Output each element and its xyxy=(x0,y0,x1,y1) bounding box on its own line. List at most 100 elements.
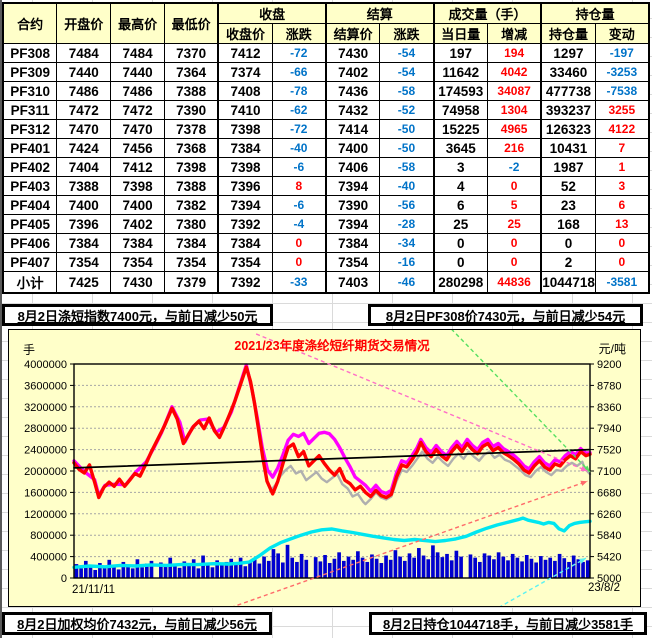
cell-chg[interactable]: 0 xyxy=(271,233,327,253)
cell-price[interactable]: 7374 xyxy=(217,62,273,82)
cell-price[interactable]: 7384 xyxy=(324,233,381,253)
cell-chg[interactable]: 3255 xyxy=(594,100,650,120)
cell-vol[interactable]: 174593 xyxy=(432,81,488,101)
cell-price[interactable]: 7403 xyxy=(324,271,381,294)
group-header-settle[interactable]: 结算 xyxy=(324,2,435,24)
cell-price[interactable]: 7430 xyxy=(324,43,381,63)
cell-price[interactable]: 7396 xyxy=(217,176,273,196)
cell-contract[interactable]: 小计 xyxy=(2,271,58,294)
cell-vol[interactable]: 25 xyxy=(432,214,488,234)
cell-price[interactable]: 7384 xyxy=(56,233,112,253)
cell-price[interactable]: 7440 xyxy=(110,62,165,82)
cell-price[interactable]: 7400 xyxy=(110,195,165,215)
cell-price[interactable]: 7398 xyxy=(110,176,165,196)
cell-chg[interactable]: -197 xyxy=(594,43,650,63)
cell-chg[interactable]: 4122 xyxy=(594,119,650,139)
cell-price[interactable]: 7379 xyxy=(163,271,219,294)
cell-price[interactable]: 7384 xyxy=(163,233,219,253)
cell-price[interactable]: 7398 xyxy=(217,157,273,177)
cell-chg[interactable]: -58 xyxy=(379,157,435,177)
cell-price[interactable]: 7398 xyxy=(163,157,219,177)
cell-chg[interactable]: 0 xyxy=(594,233,650,253)
cell-price[interactable]: 7354 xyxy=(217,252,273,272)
cell-chg[interactable]: -40 xyxy=(379,176,435,196)
cell-contract[interactable]: PF312 xyxy=(2,119,58,139)
cell-price[interactable]: 7472 xyxy=(110,100,165,120)
cell-price[interactable]: 7370 xyxy=(163,43,219,63)
cell-contract[interactable]: PF401 xyxy=(2,138,58,158)
cell-price[interactable]: 7400 xyxy=(56,195,112,215)
cell-chg[interactable]: -3581 xyxy=(594,271,650,294)
cell-chg[interactable]: -7538 xyxy=(594,81,650,101)
cell-price[interactable]: 7472 xyxy=(56,100,112,120)
cell-contract[interactable]: PF311 xyxy=(2,100,58,120)
cell-vol[interactable]: 3645 xyxy=(432,138,488,158)
cell-price[interactable]: 7392 xyxy=(217,214,273,234)
cell-contract[interactable]: PF404 xyxy=(2,195,58,215)
cell-chg[interactable]: -2 xyxy=(486,157,542,177)
cell-price[interactable]: 7378 xyxy=(163,119,219,139)
cell-price[interactable]: 7388 xyxy=(163,81,219,101)
cell-contract[interactable]: PF405 xyxy=(2,214,58,234)
cell-price[interactable]: 7394 xyxy=(217,195,273,215)
cell-price[interactable]: 7414 xyxy=(324,119,381,139)
cell-chg[interactable]: 0 xyxy=(486,233,542,253)
col-header-settle[interactable]: 结算价 xyxy=(324,23,381,44)
cell-chg[interactable]: -52 xyxy=(379,100,435,120)
cell-chg[interactable]: -58 xyxy=(379,81,435,101)
cell-vol[interactable]: 15225 xyxy=(432,119,488,139)
cell-price[interactable]: 7432 xyxy=(324,100,381,120)
cell-price[interactable]: 7354 xyxy=(110,252,165,272)
col-header-close[interactable]: 收盘价 xyxy=(217,23,273,44)
cell-chg[interactable]: -3253 xyxy=(594,62,650,82)
cell-price[interactable]: 7412 xyxy=(110,157,165,177)
cell-price[interactable]: 7470 xyxy=(110,119,165,139)
cell-price[interactable]: 7402 xyxy=(110,214,165,234)
cell-price[interactable]: 7404 xyxy=(56,157,112,177)
cell-chg[interactable]: -66 xyxy=(271,62,327,82)
col-header-oi-chg[interactable]: 变动 xyxy=(594,23,650,44)
cell-chg[interactable]: -54 xyxy=(379,62,435,82)
cell-chg[interactable]: 216 xyxy=(486,138,542,158)
cell-vol[interactable]: 74958 xyxy=(432,100,488,120)
cell-chg[interactable]: -33 xyxy=(271,271,327,294)
cell-price[interactable]: 7384 xyxy=(110,233,165,253)
group-header-volume[interactable]: 成交量（手） xyxy=(432,2,542,24)
cell-price[interactable]: 7354 xyxy=(163,252,219,272)
cell-price[interactable]: 7354 xyxy=(324,252,381,272)
cell-chg[interactable]: 7 xyxy=(594,138,650,158)
cell-chg[interactable]: -40 xyxy=(271,138,327,158)
cell-chg[interactable]: 44836 xyxy=(486,271,542,294)
cell-chg[interactable]: 0 xyxy=(486,176,542,196)
cell-price[interactable]: 7382 xyxy=(163,195,219,215)
cell-price[interactable]: 7412 xyxy=(217,43,273,63)
cell-price[interactable]: 7380 xyxy=(163,214,219,234)
cell-chg[interactable]: 5 xyxy=(486,195,542,215)
cell-chg[interactable]: 3 xyxy=(594,176,650,196)
cell-price[interactable]: 7424 xyxy=(56,138,112,158)
cell-vol[interactable]: 0 xyxy=(432,233,488,253)
cell-chg[interactable]: -4 xyxy=(271,214,327,234)
cell-price[interactable]: 7440 xyxy=(56,62,112,82)
col-header-settle-chg[interactable]: 涨跌 xyxy=(379,23,435,44)
cell-price[interactable]: 7486 xyxy=(56,81,112,101)
cell-chg[interactable]: 8 xyxy=(271,176,327,196)
cell-price[interactable]: 7368 xyxy=(163,138,219,158)
cell-price[interactable]: 7484 xyxy=(56,43,112,63)
cell-vol[interactable]: 2 xyxy=(540,252,596,272)
cell-chg[interactable]: 13 xyxy=(594,214,650,234)
banner-open-interest-summary[interactable]: 8月2日持仓1044718手，与前日减少3581手 xyxy=(369,612,647,635)
cell-price[interactable]: 7394 xyxy=(324,176,381,196)
cell-price[interactable]: 7484 xyxy=(110,43,165,63)
cell-price[interactable]: 7425 xyxy=(56,271,112,294)
banner-index-summary[interactable]: 8月2日涤短指数7400元，与前日减少50元 xyxy=(2,304,273,326)
cell-price[interactable]: 7402 xyxy=(324,62,381,82)
cell-chg[interactable]: 0 xyxy=(271,252,327,272)
col-header-open[interactable]: 开盘价 xyxy=(56,2,112,44)
cell-chg[interactable]: 4042 xyxy=(486,62,542,82)
group-header-oi[interactable]: 持仓量 xyxy=(540,2,650,24)
col-header-high[interactable]: 最高价 xyxy=(110,2,165,44)
cell-chg[interactable]: 0 xyxy=(486,252,542,272)
cell-chg[interactable]: 0 xyxy=(594,252,650,272)
cell-vol[interactable]: 393237 xyxy=(540,100,596,120)
